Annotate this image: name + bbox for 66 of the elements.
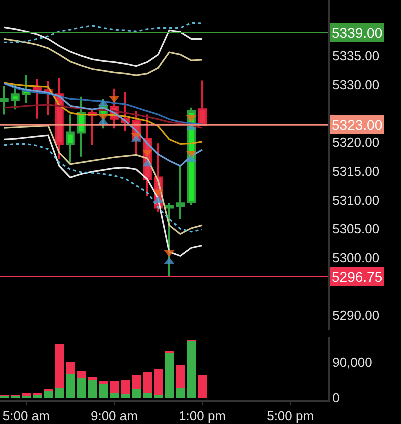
- ref-line-label: 5296.75: [332, 269, 383, 285]
- line-series: [4, 82, 204, 146]
- candlestick: [176, 165, 185, 220]
- candlestick: [0, 86, 9, 116]
- x-tick-label: 5:00 pm: [267, 408, 314, 424]
- candlestick: [76, 96, 86, 158]
- y-tick-label: 5335.00: [332, 48, 380, 64]
- line-series: [4, 143, 204, 233]
- candlestick: [44, 80, 53, 116]
- bar: [132, 376, 141, 390]
- bar: [44, 388, 53, 392]
- candlestick: [198, 80, 207, 126]
- bar: [142, 392, 152, 398]
- y-tick-label: 5310.00: [332, 192, 380, 208]
- bar: [66, 362, 75, 374]
- bar: [44, 392, 53, 398]
- bar: [88, 378, 97, 381]
- ref-line-label: 5323.00: [332, 117, 383, 133]
- bar: [88, 380, 97, 398]
- bar: [164, 352, 174, 398]
- line-series: [4, 134, 204, 257]
- candlestick: [10, 84, 20, 111]
- line-series: [4, 124, 204, 236]
- line-series: [4, 38, 204, 76]
- bar: [142, 372, 152, 393]
- bar: [198, 375, 208, 398]
- line-series: [4, 22, 204, 44]
- bar: [98, 381, 108, 384]
- bar: [154, 369, 164, 396]
- x-tick-label: 9:00 am: [90, 408, 138, 424]
- bar: [110, 381, 119, 394]
- x-tick-label: 1:00 pm: [179, 408, 226, 424]
- bar: [120, 394, 130, 398]
- bar: [98, 384, 108, 398]
- line-series: [4, 26, 204, 68]
- bar: [120, 380, 130, 394]
- bar: [110, 394, 119, 398]
- candlestick: [66, 114, 75, 164]
- y-tick-label: 5300.00: [332, 250, 380, 266]
- ref-line-label: 5339.00: [332, 25, 383, 41]
- candlestick: [88, 108, 97, 146]
- y-tick-label: 5305.00: [332, 222, 380, 237]
- y-tick-label: 5320.00: [332, 135, 380, 150]
- bar: [22, 394, 31, 396]
- line-series: [4, 82, 204, 167]
- line-series: [4, 104, 204, 129]
- candlestick: [121, 91, 130, 132]
- bar: [54, 388, 64, 398]
- bar: [187, 342, 196, 398]
- bar: [176, 388, 186, 398]
- y-tick-label: 90,000: [332, 355, 372, 370]
- bar: [76, 371, 86, 378]
- bar: [132, 389, 141, 398]
- bar: [54, 344, 64, 388]
- candlestick: [32, 78, 42, 120]
- candlestick: [165, 202, 174, 278]
- bar: [76, 378, 86, 398]
- bar: [176, 364, 186, 388]
- x-tick-label: 5:00 am: [2, 408, 50, 424]
- y-tick-label: 5290.00: [332, 308, 380, 324]
- y-tick-label: 5315.00: [332, 164, 380, 179]
- bar: [66, 374, 75, 398]
- bar: [154, 396, 164, 398]
- y-tick-label: 5330.00: [332, 77, 380, 92]
- y-tick-label: 0: [332, 390, 340, 406]
- bar: [32, 394, 42, 398]
